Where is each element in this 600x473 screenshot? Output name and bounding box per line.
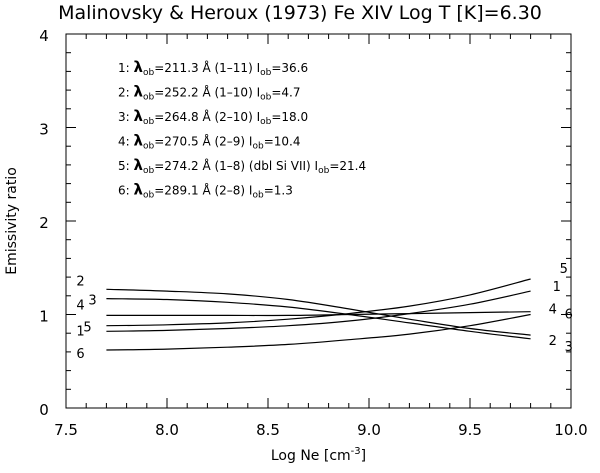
x-tick-label: 8.5 [256, 421, 280, 439]
x-axis-label: Log Ne [cm-3] [271, 446, 366, 464]
annotation-line: 4: λob=270.5 Å (2–9) Iob=10.4 [118, 132, 300, 152]
x-tick-label: 8.0 [155, 421, 179, 439]
annotation-line: 5: λob=274.2 Å (1–8) (dbl Si VII) Iob=21… [118, 156, 366, 176]
series-label-end-5: 5 [560, 262, 568, 277]
series-label-end-3: 3 [565, 340, 573, 355]
x-tick-label: 9.5 [458, 421, 482, 439]
series-label-end-6: 6 [565, 308, 573, 323]
series-label-start-6: 6 [76, 347, 84, 362]
y-tick-label: 0 [39, 401, 49, 419]
series-label-start-4: 4 [76, 298, 84, 313]
series-line-6 [106, 313, 531, 351]
y-axis-label: Emissivity ratio [4, 167, 20, 275]
x-tick-label: 9.0 [357, 421, 381, 439]
chart-title: Malinovsky & Heroux (1973) Fe XIV Log T … [58, 2, 542, 24]
x-tick-label: 10.0 [554, 421, 587, 439]
y-tick-label: 4 [39, 27, 49, 45]
series-label-start-5: 5 [83, 321, 91, 336]
series-line-5 [106, 278, 531, 327]
annotation-line: 6: λob=289.1 Å (2–8) Iob=1.3 [118, 181, 293, 201]
series-label-start-2: 2 [76, 274, 84, 289]
y-tick-label: 3 [39, 121, 49, 139]
series-line-3 [106, 298, 531, 340]
y-tick-label: 1 [39, 308, 49, 326]
series-label-end-1: 1 [553, 280, 561, 295]
y-tick-label: 2 [39, 214, 49, 232]
annotation-line: 3: λob=264.8 Å (2–10) Iob=18.0 [118, 107, 308, 127]
series-line-4 [106, 311, 531, 317]
series-line-2 [106, 288, 531, 336]
series-label-start-3: 3 [88, 294, 96, 309]
series-line-1 [106, 290, 531, 332]
x-tick-label: 7.5 [54, 421, 78, 439]
series-label-start-1: 1 [76, 324, 84, 339]
series-label-end-2: 2 [549, 334, 557, 349]
annotation-line: 2: λob=252.2 Å (1–10) Iob=4.7 [118, 83, 300, 103]
annotation-line: 1: λob=211.3 Å (1–11) Iob=36.6 [118, 58, 308, 78]
series-label-end-4: 4 [549, 303, 557, 318]
